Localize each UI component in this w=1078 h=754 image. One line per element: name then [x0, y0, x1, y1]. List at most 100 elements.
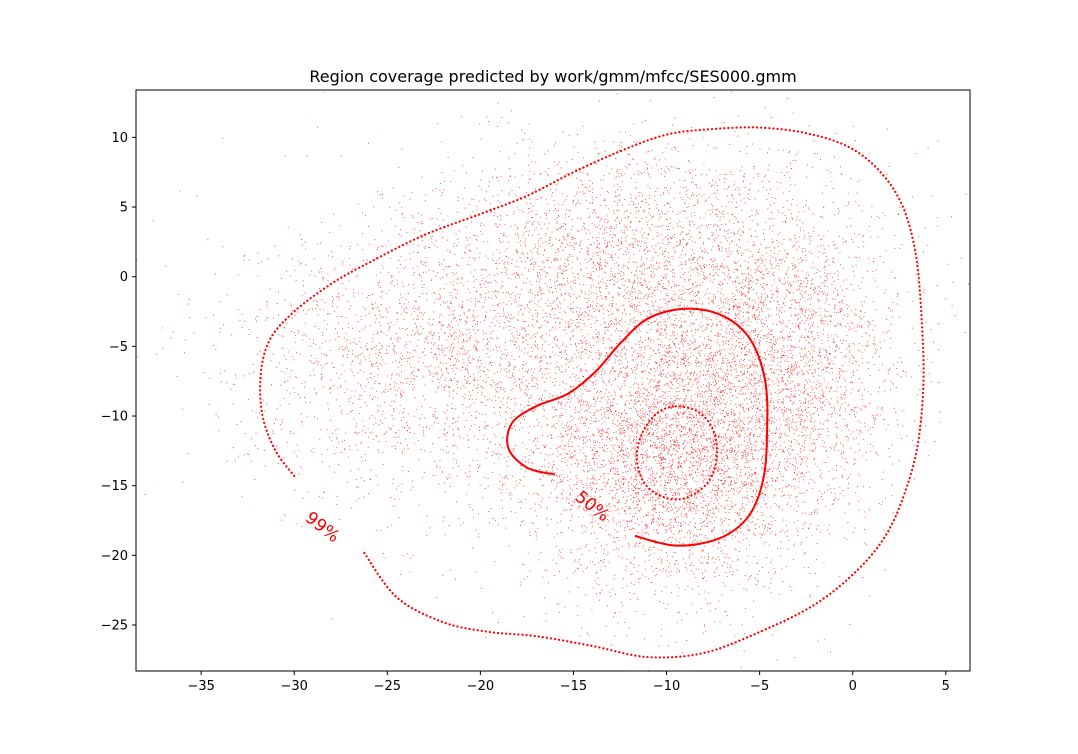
scatter-point — [681, 431, 683, 433]
scatter-point — [520, 507, 522, 509]
scatter-point — [731, 412, 733, 414]
scatter-point — [636, 319, 638, 321]
scatter-point — [567, 396, 569, 398]
scatter-point — [794, 361, 796, 363]
scatter-point — [749, 433, 752, 435]
scatter-point — [689, 521, 691, 523]
scatter-point — [601, 368, 603, 370]
scatter-point — [687, 501, 689, 503]
scatter-point — [663, 436, 665, 438]
scatter-point — [720, 473, 722, 475]
scatter-point — [557, 403, 560, 405]
scatter-point — [567, 443, 569, 445]
scatter-point — [711, 408, 713, 410]
scatter-point — [662, 458, 664, 460]
scatter-point — [652, 529, 654, 531]
scatter-point — [635, 512, 637, 515]
scatter-point — [611, 467, 613, 470]
scatter-point — [619, 485, 621, 487]
scatter-point — [593, 482, 595, 484]
scatter-point — [628, 424, 630, 426]
scatter-point — [732, 386, 734, 388]
scatter-point — [446, 432, 448, 434]
scatter-point — [538, 504, 540, 506]
scatter-point — [692, 573, 694, 575]
scatter-point — [833, 449, 835, 451]
scatter-point — [634, 452, 637, 454]
scatter-point — [642, 399, 644, 401]
scatter-point — [775, 534, 777, 536]
scatter-point — [760, 506, 762, 508]
scatter-point — [822, 445, 824, 448]
scatter-point — [544, 368, 546, 370]
scatter-point — [675, 494, 677, 496]
scatter-point — [831, 413, 833, 415]
scatter-point — [690, 398, 692, 400]
scatter-point — [787, 548, 789, 550]
scatter-point — [751, 496, 753, 498]
scatter-point — [721, 491, 723, 493]
scatter-point — [570, 456, 572, 458]
scatter-point — [689, 474, 691, 476]
scatter-point — [759, 302, 761, 304]
scatter-point — [606, 543, 608, 545]
scatter-point — [700, 427, 703, 430]
scatter-point — [426, 299, 428, 301]
scatter-point — [707, 558, 709, 560]
scatter-point — [547, 272, 549, 274]
scatter-point — [634, 445, 636, 447]
scatter-point — [692, 451, 695, 454]
scatter-point — [639, 346, 641, 348]
scatter-point — [650, 492, 652, 495]
scatter-point — [706, 344, 708, 346]
scatter-point — [821, 343, 823, 345]
scatter-point — [708, 353, 710, 355]
scatter-point — [780, 424, 782, 426]
scatter-point — [487, 447, 489, 449]
scatter-point — [699, 449, 701, 451]
scatter-point — [714, 384, 716, 387]
scatter-point — [566, 464, 568, 467]
scatter-point — [667, 575, 669, 577]
scatter-point — [733, 385, 736, 387]
scatter-point — [590, 405, 592, 407]
scatter-point — [681, 359, 683, 361]
scatter-point — [776, 659, 778, 661]
scatter-point — [695, 568, 697, 570]
scatter-point — [692, 449, 694, 451]
scatter-point — [716, 390, 718, 393]
scatter-point — [469, 470, 471, 472]
scatter-point — [752, 481, 754, 483]
scatter-point — [608, 293, 610, 295]
scatter-point — [724, 389, 727, 391]
scatter-point — [630, 347, 633, 349]
scatter-point — [681, 652, 683, 654]
scatter-point — [629, 403, 631, 405]
scatter-point — [760, 258, 762, 260]
scatter-point — [736, 421, 738, 423]
scatter-point — [665, 466, 667, 469]
scatter-point — [634, 522, 636, 524]
scatter-point — [604, 565, 606, 567]
scatter-point — [694, 348, 696, 350]
scatter-point — [712, 447, 714, 449]
scatter-point — [602, 282, 604, 284]
scatter-point — [509, 407, 511, 410]
scatter-point — [774, 479, 776, 481]
scatter-point — [598, 353, 601, 355]
scatter-point — [696, 416, 698, 418]
scatter-point — [709, 375, 711, 377]
scatter-point — [316, 126, 318, 128]
scatter-point — [686, 478, 688, 480]
scatter-point — [794, 543, 796, 545]
scatter-point — [596, 479, 598, 481]
scatter-point — [650, 328, 652, 330]
scatter-point — [643, 434, 645, 436]
scatter-point — [570, 504, 572, 506]
scatter-point — [732, 461, 734, 463]
scatter-point — [662, 394, 664, 397]
scatter-point — [642, 516, 644, 518]
scatter-point — [753, 534, 755, 536]
scatter-point — [688, 489, 690, 491]
scatter-point — [660, 445, 662, 447]
